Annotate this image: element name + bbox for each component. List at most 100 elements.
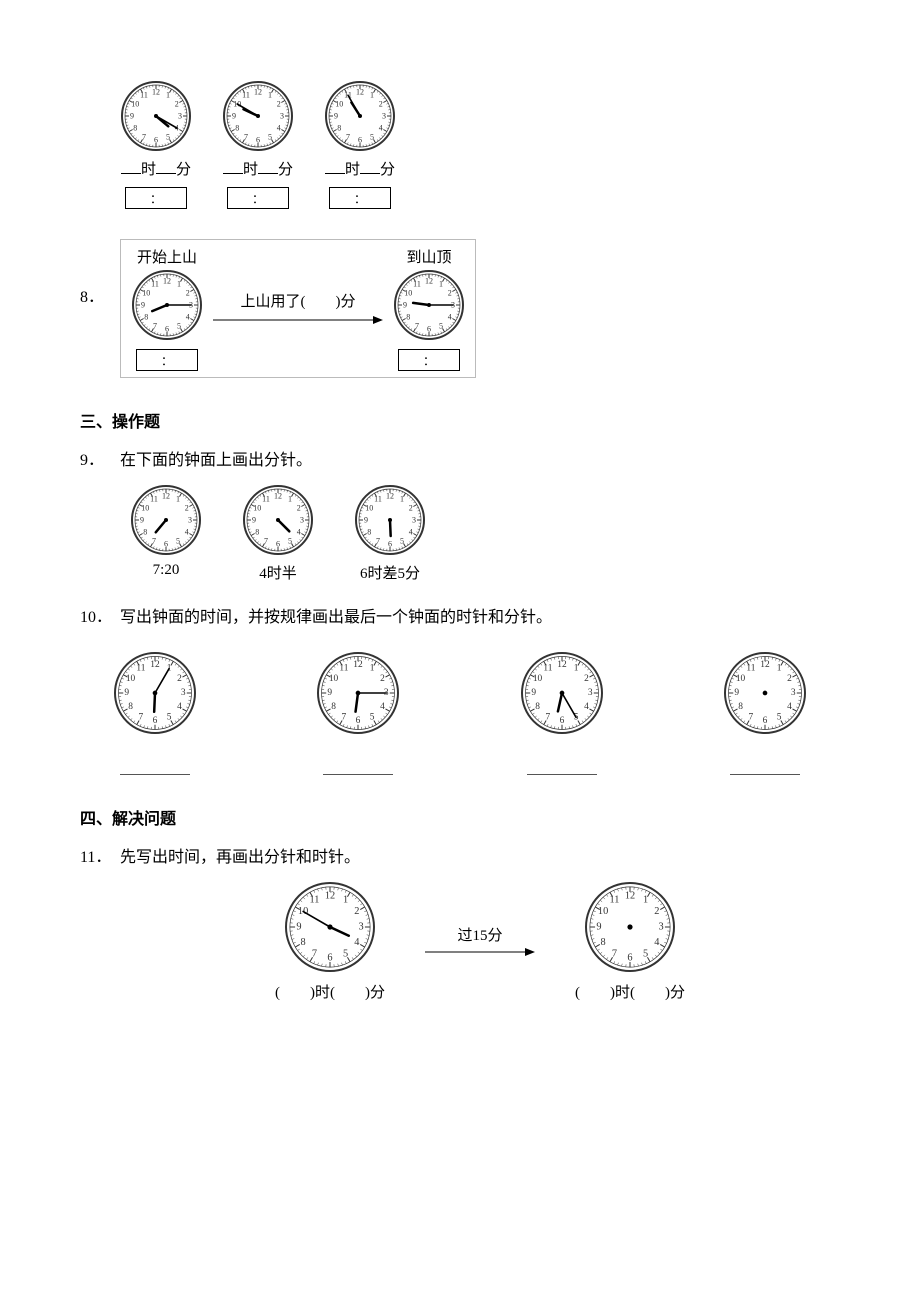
svg-text:1: 1 <box>400 495 404 504</box>
svg-text:2: 2 <box>409 504 413 513</box>
svg-text:7: 7 <box>244 132 248 141</box>
svg-text:1: 1 <box>573 664 578 674</box>
q10-clock-4: 123456789101112 <box>690 651 840 775</box>
q7-label-2[interactable]: 时分 <box>223 158 293 179</box>
svg-text:3: 3 <box>412 516 416 525</box>
clock-face: 123456789101112 <box>284 881 376 973</box>
q10-blank-1[interactable] <box>120 755 190 775</box>
svg-text:2: 2 <box>584 674 589 684</box>
svg-text:10: 10 <box>131 100 139 109</box>
svg-text:5: 5 <box>268 132 272 141</box>
q7-timebox-2[interactable]: ： <box>227 187 289 209</box>
svg-text:4: 4 <box>380 702 385 712</box>
q11-left: 123456789101112 ()时()分 <box>275 881 385 1002</box>
clock-face: 123456789101112 <box>723 651 807 735</box>
arrow-icon <box>425 945 535 959</box>
q8-start-label: 开始上山 <box>137 246 197 267</box>
svg-text:5: 5 <box>288 536 292 545</box>
svg-text:12: 12 <box>760 660 770 670</box>
svg-text:10: 10 <box>335 100 343 109</box>
svg-text:9: 9 <box>124 688 129 698</box>
svg-text:11: 11 <box>140 91 148 100</box>
svg-text:10: 10 <box>141 504 149 513</box>
q8-start-timebox[interactable]: ： <box>136 349 198 371</box>
svg-text:6: 6 <box>165 325 169 334</box>
q8-end-label: 到山顶 <box>406 246 451 267</box>
q11-number: 11． <box>80 843 120 867</box>
svg-text:6: 6 <box>356 716 361 726</box>
svg-text:2: 2 <box>177 674 182 684</box>
svg-text:12: 12 <box>325 891 335 902</box>
svg-text:7: 7 <box>139 712 144 722</box>
svg-text:8: 8 <box>235 124 239 133</box>
svg-text:2: 2 <box>277 100 281 109</box>
svg-text:3: 3 <box>188 516 192 525</box>
q10-clock-2: 123456789101112 <box>283 651 433 775</box>
svg-text:5: 5 <box>370 132 374 141</box>
svg-text:2: 2 <box>379 100 383 109</box>
svg-text:1: 1 <box>439 280 443 289</box>
svg-text:10: 10 <box>736 674 746 684</box>
q11-right-answer[interactable]: ()时()分 <box>575 981 685 1002</box>
q11-mid-text: 过15分 <box>457 924 502 945</box>
svg-text:2: 2 <box>354 906 359 917</box>
svg-text:3: 3 <box>300 516 304 525</box>
q11-left-answer[interactable]: ()时()分 <box>275 981 385 1002</box>
svg-text:9: 9 <box>140 516 144 525</box>
q7-timebox-3[interactable]: ： <box>329 187 391 209</box>
svg-text:1: 1 <box>176 495 180 504</box>
svg-text:5: 5 <box>167 712 172 722</box>
svg-text:5: 5 <box>166 132 170 141</box>
svg-text:5: 5 <box>643 949 648 960</box>
svg-text:2: 2 <box>448 289 452 298</box>
q9-caption-1: 7:20 <box>153 562 180 579</box>
clock-face: 123456789101112 <box>130 484 202 556</box>
svg-text:4: 4 <box>354 937 360 948</box>
svg-text:7: 7 <box>749 712 754 722</box>
svg-text:8: 8 <box>738 702 743 712</box>
svg-text:10: 10 <box>404 289 412 298</box>
q10-blank-4[interactable] <box>730 755 800 775</box>
svg-text:4: 4 <box>277 124 281 133</box>
svg-text:7: 7 <box>376 536 380 545</box>
svg-text:7: 7 <box>264 536 268 545</box>
svg-text:11: 11 <box>746 664 755 674</box>
q7-label-1[interactable]: 时分 <box>121 158 191 179</box>
svg-text:12: 12 <box>152 88 160 97</box>
svg-text:10: 10 <box>329 674 339 684</box>
q10-blank-3[interactable] <box>527 755 597 775</box>
svg-text:2: 2 <box>175 100 179 109</box>
q8-end-timebox[interactable]: ： <box>398 349 460 371</box>
svg-text:12: 12 <box>386 492 394 501</box>
svg-text:1: 1 <box>343 895 348 906</box>
svg-text:8: 8 <box>406 313 410 322</box>
q8-middle: 上山用了()分 <box>213 290 383 327</box>
svg-text:6: 6 <box>627 953 632 964</box>
svg-text:9: 9 <box>232 112 236 121</box>
svg-text:8: 8 <box>143 528 147 537</box>
svg-text:9: 9 <box>596 922 601 933</box>
svg-text:10: 10 <box>598 906 608 917</box>
clock-face: 123456789101112 <box>354 484 426 556</box>
q10-clock-1: 123456789101112 <box>80 651 230 775</box>
svg-text:12: 12 <box>162 492 170 501</box>
svg-text:6: 6 <box>164 540 168 549</box>
section4-heading: 四、解决问题 <box>80 805 840 829</box>
svg-text:6: 6 <box>388 540 392 549</box>
svg-text:1: 1 <box>268 91 272 100</box>
svg-text:4: 4 <box>185 528 189 537</box>
svg-text:4: 4 <box>584 702 589 712</box>
q10-blank-2[interactable] <box>323 755 393 775</box>
svg-text:7: 7 <box>612 949 617 960</box>
svg-text:3: 3 <box>791 688 796 698</box>
clock-face: 123456789101112 <box>131 269 203 341</box>
svg-text:7: 7 <box>342 712 347 722</box>
clock-face: 123456789101112 <box>324 80 396 152</box>
svg-text:3: 3 <box>588 688 593 698</box>
svg-text:3: 3 <box>178 112 182 121</box>
clock-face: 123456789101112 <box>222 80 294 152</box>
clock-face: 123456789101112 <box>584 881 676 973</box>
svg-text:10: 10 <box>533 674 543 684</box>
q7-timebox-1[interactable]: ： <box>125 187 187 209</box>
q7-label-3[interactable]: 时分 <box>325 158 395 179</box>
